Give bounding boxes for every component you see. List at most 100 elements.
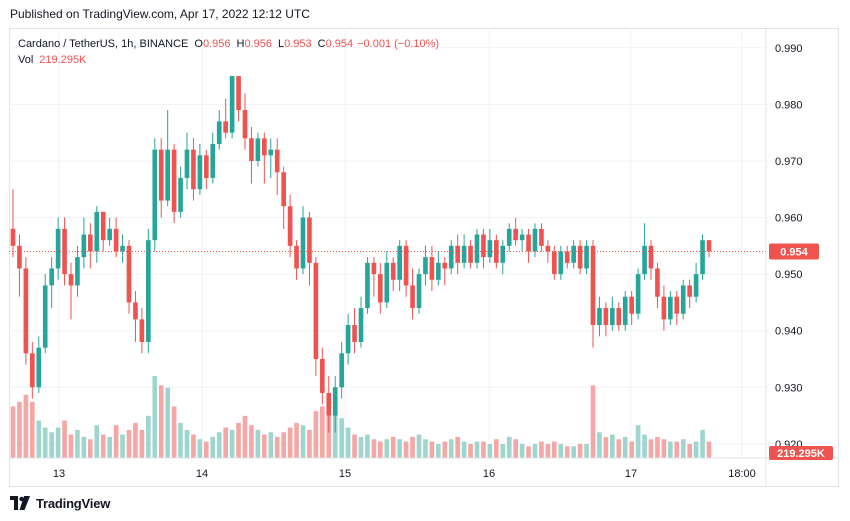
candle-body — [674, 296, 680, 314]
candle-body — [552, 251, 557, 275]
volume-bar — [642, 434, 647, 458]
volume-bar — [487, 443, 493, 458]
volume-bar — [165, 387, 170, 458]
candle-body — [17, 245, 22, 269]
volume-bar — [668, 441, 673, 458]
volume-bar — [113, 425, 119, 458]
volume-bar — [371, 439, 377, 458]
volume-bar — [564, 446, 570, 458]
close-value: 0.954 — [325, 38, 354, 50]
time-tick-label: 15 — [339, 468, 351, 480]
tradingview-logo-icon[interactable] — [10, 496, 30, 510]
chart-frame — [9, 28, 839, 487]
candle-body — [655, 268, 660, 297]
brand-name[interactable]: TradingView — [36, 495, 111, 511]
candle-body — [442, 262, 448, 269]
volume-bar — [597, 432, 602, 458]
volume-bar — [577, 443, 583, 458]
candle-body — [81, 234, 87, 258]
volume-bar — [552, 441, 557, 458]
candle-body — [635, 274, 641, 314]
price-tick-label: 0.980 — [775, 99, 803, 111]
candle-body — [506, 228, 512, 246]
volume-bar — [320, 406, 325, 458]
volume-bar — [30, 401, 35, 458]
volume-bar — [358, 436, 364, 458]
candle-body — [410, 285, 415, 309]
price-tick-label: 0.940 — [775, 326, 803, 338]
volume-bar — [332, 408, 338, 458]
volume-bar — [88, 439, 93, 458]
candle-body — [571, 245, 576, 263]
price-tick-label: 0.960 — [775, 213, 803, 225]
published-caption: Published on TradingView.com, Apr 17, 20… — [10, 7, 310, 21]
candle-body — [365, 262, 370, 309]
volume-bar — [107, 436, 112, 458]
volume-bar — [629, 441, 634, 458]
candle-body — [158, 149, 164, 201]
candle-body — [648, 245, 654, 269]
candlestick-chart[interactable]: 0.9900.9800.9700.9600.9500.9400.9300.920… — [9, 28, 839, 487]
candle-body — [49, 268, 54, 286]
high-value: 0.956 — [244, 38, 272, 50]
candle-body — [468, 245, 473, 263]
volume-bar — [268, 432, 274, 458]
legend-volume-row: Vol 219.295K — [18, 52, 439, 68]
candle-body — [300, 217, 306, 269]
candle-body — [191, 149, 196, 190]
candle-body — [36, 347, 42, 388]
candle-body — [133, 302, 138, 320]
candle-body — [481, 234, 486, 258]
time-axis[interactable]: 13 14 15 16 17 18:00 — [53, 468, 756, 480]
volume-label: 219.295K — [777, 448, 825, 460]
candle-body — [126, 245, 132, 303]
volume-bar — [236, 422, 241, 458]
candle-body — [10, 228, 16, 246]
volume-bar — [423, 439, 428, 458]
candle-body — [236, 76, 241, 111]
volume-bar — [378, 441, 383, 458]
candle-body — [242, 110, 248, 139]
volume-bar — [216, 432, 222, 458]
volume-indicator-label[interactable]: Vol — [18, 54, 34, 66]
volume-bar — [345, 427, 351, 458]
volume-bar — [249, 425, 254, 458]
volume-bar — [120, 434, 125, 458]
volume-bar — [36, 420, 42, 458]
volume-bar — [158, 385, 164, 458]
candle-body — [668, 296, 673, 320]
candle-body — [165, 149, 170, 201]
volume-bar — [223, 427, 228, 458]
volume-bar — [339, 418, 344, 458]
candle-body — [326, 392, 332, 416]
candle-body — [352, 325, 357, 343]
volume-bar — [661, 439, 667, 458]
volume-bar — [17, 401, 22, 458]
volume-bar — [655, 436, 660, 458]
volume-bar — [307, 429, 312, 458]
legend: Cardano / TetherUS, 1h, BINANCE O0.956 H0.… — [18, 36, 439, 68]
candle-body — [23, 268, 29, 354]
change-value: −0.001 (−0.10%) — [357, 38, 440, 50]
candle-body — [384, 262, 390, 303]
candle-body — [526, 234, 531, 252]
candle-body — [358, 308, 364, 343]
candle-body — [345, 325, 351, 354]
volume-bar — [365, 434, 370, 458]
candle-body — [455, 245, 460, 263]
candle-body — [320, 358, 325, 393]
time-tick-label: 16 — [483, 468, 495, 480]
volume-bar — [352, 434, 357, 458]
volume-bar — [146, 415, 151, 458]
candle-body — [590, 245, 596, 326]
symbol-name[interactable]: Cardano / TetherUS, 1h, BINANCE — [18, 38, 189, 50]
candle-body — [642, 245, 647, 275]
volume-bar — [455, 436, 460, 458]
volume-indicator-value: 219.295K — [39, 54, 87, 66]
volume-bar — [603, 436, 609, 458]
candle-body — [545, 245, 551, 252]
time-tick-label: 14 — [196, 468, 208, 480]
volume-bar — [436, 443, 441, 458]
candle-body — [436, 262, 441, 280]
